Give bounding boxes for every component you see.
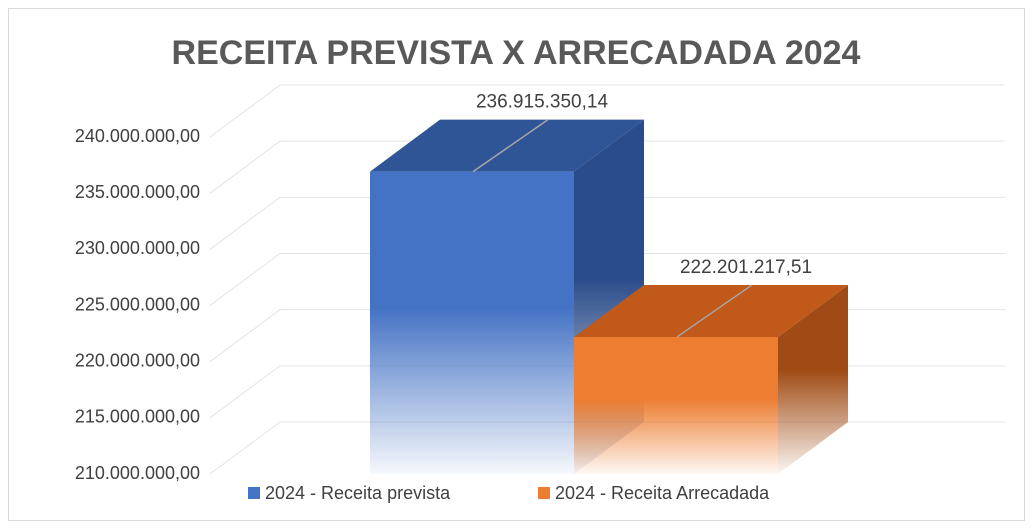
legend-swatch bbox=[538, 487, 550, 499]
leader-line bbox=[472, 119, 549, 173]
y-tick-label: 230.000.000,00 bbox=[75, 238, 200, 258]
y-tick-label: 225.000.000,00 bbox=[75, 294, 200, 314]
bar-top bbox=[574, 284, 848, 337]
grid-line bbox=[209, 253, 1005, 306]
grid-line bbox=[209, 140, 1005, 194]
y-tick-label: 210.000.000,00 bbox=[75, 463, 200, 483]
data-label: 222.201.217,51 bbox=[680, 257, 812, 278]
bar bbox=[370, 171, 574, 475]
chart-title: RECEITA PREVISTA X ARRECADADA 2024 bbox=[172, 34, 861, 72]
grid-line bbox=[209, 196, 1005, 250]
data-label: 236.915.350,14 bbox=[476, 92, 609, 113]
y-tick-label: 220.000.000,00 bbox=[75, 350, 200, 370]
grid-line bbox=[209, 84, 1005, 138]
legend-swatch bbox=[248, 487, 260, 499]
leader-line bbox=[676, 284, 753, 338]
legend-label: 2024 - Receita prevista bbox=[265, 483, 451, 503]
y-tick-label: 215.000.000,00 bbox=[75, 407, 200, 427]
y-tick-label: 235.000.000,00 bbox=[75, 182, 200, 202]
bar bbox=[574, 336, 778, 474]
bar-top bbox=[370, 119, 644, 172]
legend-label: 2024 - Receita Arrecadada bbox=[555, 483, 770, 503]
y-tick-label: 240.000.000,00 bbox=[75, 126, 200, 146]
bar-side bbox=[778, 284, 848, 474]
